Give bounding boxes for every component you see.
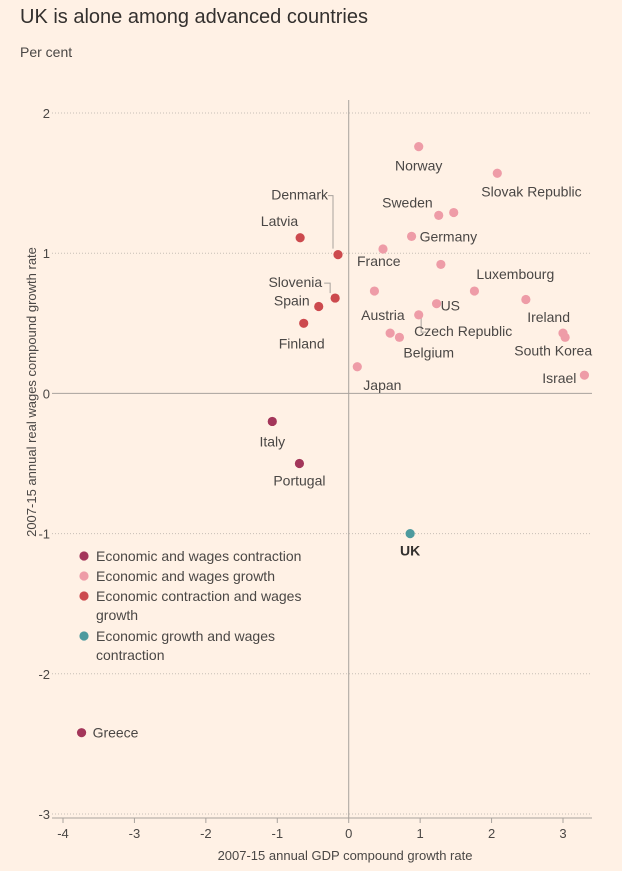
legend-label-c4: Economic growth and wages contraction (96, 628, 275, 663)
point-label-luxembourg: Luxembourg (476, 266, 554, 282)
x-tick-label: 1 (417, 826, 424, 841)
point-label-uk: UK (400, 543, 420, 559)
point-label-greece: Greece (93, 725, 139, 741)
point-label-denmark: Denmark (271, 187, 329, 203)
point-germany (406, 231, 417, 241)
x-tick-label: -2 (200, 826, 212, 841)
point-label-france: France (357, 253, 401, 269)
legend-marker-c4 (79, 631, 89, 641)
point-label-germany: Germany (420, 228, 478, 244)
x-tick-label: -3 (129, 826, 141, 841)
x-tick-label: 0 (345, 826, 352, 841)
point-label-israel: Israel (542, 370, 576, 386)
chart-title: UK is alone among advanced countries (20, 6, 368, 28)
legend-label-c2: Economic and wages growth (96, 568, 275, 584)
point-label-south-korea: South Korea (514, 342, 592, 358)
point-italy (267, 416, 277, 427)
point-label-sweden: Sweden (382, 194, 433, 210)
legend-marker-c1 (79, 551, 89, 561)
point-japan (352, 362, 362, 372)
point-finland (299, 318, 309, 328)
point-unlabelled (449, 207, 459, 218)
point-luxembourg (469, 286, 480, 296)
point-label-slovak-republic: Slovak Republic (481, 183, 581, 199)
legend-marker-c3 (79, 591, 89, 601)
point-unlabelled (521, 294, 531, 305)
x-axis-title: 2007-15 annual GDP compound growth rate (218, 848, 473, 863)
point-denmark (333, 250, 343, 260)
point-spain (314, 301, 324, 312)
point-norway (414, 142, 424, 152)
point-label-latvia: Latvia (261, 213, 299, 229)
point-label-belgium: Belgium (403, 344, 454, 360)
legend-label-c1: Economic and wages contraction (96, 548, 301, 564)
point-unlabelled (436, 259, 446, 270)
legend-marker-c2 (79, 571, 89, 581)
point-label-austria: Austria (361, 307, 405, 323)
legend-label-c3: Economic contraction and wages growth (96, 588, 301, 623)
chart-subtitle: Per cent (20, 44, 73, 60)
point-label-finland: Finland (279, 335, 325, 351)
point-us (431, 299, 442, 309)
point-label-czech-republic: Czech Republic (414, 323, 512, 339)
point-slovenia (330, 293, 340, 303)
y-tick-label: 2 (43, 106, 50, 121)
czech-leader-line (420, 315, 427, 333)
point-unlabelled (369, 286, 380, 296)
point-label-portugal: Portugal (273, 473, 325, 489)
point-label-norway: Norway (395, 158, 442, 174)
point-belgium (394, 332, 405, 342)
x-tick-label: -4 (57, 826, 69, 841)
point-czech-republic (385, 328, 395, 338)
y-tick-label: 0 (43, 386, 50, 401)
point-france (378, 244, 388, 254)
point-israel (579, 370, 590, 380)
point-label-ireland: Ireland (527, 309, 570, 325)
x-tick-label: 3 (559, 826, 566, 841)
y-tick-label: 1 (43, 246, 50, 261)
x-tick-label: 2 (488, 826, 495, 841)
point-label-us: US (441, 298, 460, 314)
point-sweden (434, 210, 444, 220)
point-label-italy: Italy (259, 433, 285, 449)
point-label-spain: Spain (274, 292, 310, 308)
point-portugal (294, 458, 305, 469)
point-greece (76, 728, 87, 738)
y-tick-label: -1 (38, 527, 50, 542)
slovenia-leader-line (324, 282, 331, 294)
point-uk (405, 529, 415, 539)
y-tick-label: -3 (38, 807, 50, 822)
denmark-leader-line (328, 195, 334, 249)
point-south-korea (560, 332, 570, 342)
point-slovak-republic (492, 168, 502, 178)
point-label-japan: Japan (363, 377, 401, 393)
point-label-slovenia: Slovenia (268, 274, 322, 290)
y-axis-title: 2007-15 annual real wages compound growt… (24, 247, 39, 537)
x-tick-label: -1 (272, 826, 284, 841)
y-tick-label: -2 (38, 667, 50, 682)
point-latvia (295, 233, 305, 243)
point-austria (414, 310, 424, 320)
